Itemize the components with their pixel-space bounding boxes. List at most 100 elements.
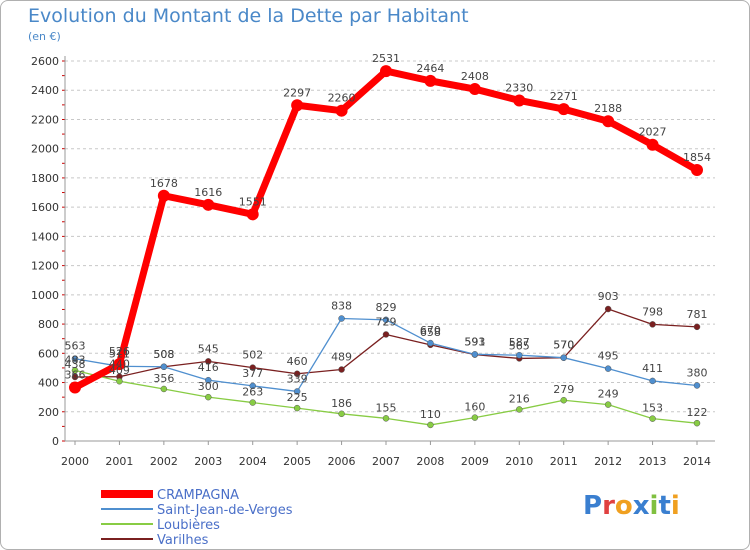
y-tick-label: 1600 [31,201,59,214]
data-label: 155 [376,401,397,414]
data-label: 781 [687,308,708,321]
data-point [471,414,479,421]
data-point [382,316,390,324]
data-label: 489 [331,351,352,364]
x-tick-label: 2012 [594,455,622,468]
x-tick-label: 2006 [328,455,356,468]
data-label: 591 [464,336,485,349]
data-label: 263 [242,386,263,399]
data-label: 565 [509,339,530,352]
data-point [69,381,81,394]
legend-label: Loubières [157,518,220,533]
data-label: 366 [65,369,86,382]
data-label: 249 [598,388,619,401]
x-tick-label: 2004 [239,455,267,468]
data-point [691,164,703,177]
data-point [157,189,170,202]
data-point [116,377,123,385]
data-label: 502 [242,349,263,362]
data-label: 460 [287,355,308,368]
data-point [649,415,656,422]
x-tick-label: 2009 [461,455,489,468]
data-point [205,376,212,384]
data-label: 587 [509,336,530,349]
data-point [382,331,390,338]
proxiti-logo: Proxiti [583,491,680,521]
data-point [335,104,348,117]
data-point [471,351,479,358]
data-label: 1616 [194,186,222,199]
x-tick-label: 2008 [416,455,444,468]
chart-title: Evolution du Montant de la Dette par Hab… [28,5,469,27]
data-point [602,115,615,128]
data-label: 2260 [328,92,356,105]
data-label: 658 [420,326,441,339]
data-label: 356 [153,372,174,385]
x-tick-label: 2001 [105,455,133,468]
data-label: 508 [153,348,174,361]
y-tick-label: 1000 [31,289,59,302]
legend-label: Varilhes [157,533,209,548]
data-point [249,364,256,371]
data-point [205,393,212,401]
data-label: 1854 [683,151,711,164]
y-tick-label: 2200 [31,113,59,126]
x-tick-label: 2005 [283,455,311,468]
x-tick-label: 2000 [61,455,89,468]
x-tick-label: 2010 [505,455,533,468]
x-tick-label: 2002 [150,455,178,468]
x-tick-label: 2011 [550,455,578,468]
y-tick-label: 2000 [31,143,59,156]
y-tick-label: 800 [38,318,59,331]
data-point [293,404,301,412]
data-label: 380 [687,366,708,379]
y-tick-label: 2600 [31,55,59,68]
data-label: 670 [420,324,441,337]
data-label: 545 [198,342,219,355]
data-label: 593 [464,335,485,348]
data-label: 526 [109,345,130,358]
data-point [424,74,437,87]
data-point [71,373,79,381]
data-label: 225 [287,391,308,404]
x-tick-label: 2014 [683,455,711,468]
data-label: 2330 [505,81,533,94]
x-tick-label: 2003 [194,455,222,468]
data-label: 279 [553,383,574,396]
data-label: 153 [642,402,663,415]
data-label: 2464 [416,62,444,75]
data-label: 216 [509,392,530,405]
data-point [649,321,656,328]
data-point [160,363,168,371]
y-tick-label: 1800 [31,172,59,185]
data-point [513,94,526,107]
data-point [560,396,567,404]
data-label: 563 [65,340,86,353]
data-label: 339 [287,372,308,385]
data-label: 2297 [283,86,311,99]
x-tick-label: 2013 [639,455,667,468]
legend-label: Saint-Jean-de-Verges [157,503,293,518]
data-label: 440 [109,358,130,371]
data-point [71,367,79,374]
x-tick-label: 2007 [372,455,400,468]
y-tick-label: 200 [38,406,59,419]
data-point [160,385,168,393]
data-point [427,421,434,429]
data-label: 2408 [461,70,489,83]
data-label: 186 [331,397,352,410]
data-label: 416 [198,361,219,374]
data-label: 2531 [372,52,400,65]
data-label: 495 [598,350,619,363]
data-label: 377 [242,367,263,380]
data-point [604,305,612,313]
data-point [557,103,570,116]
data-label: 110 [420,408,441,421]
data-point [71,355,79,362]
data-point [560,354,567,361]
legend-label: CRAMPAGNA [157,488,239,503]
data-label: 411 [642,362,663,375]
data-point [649,377,656,385]
